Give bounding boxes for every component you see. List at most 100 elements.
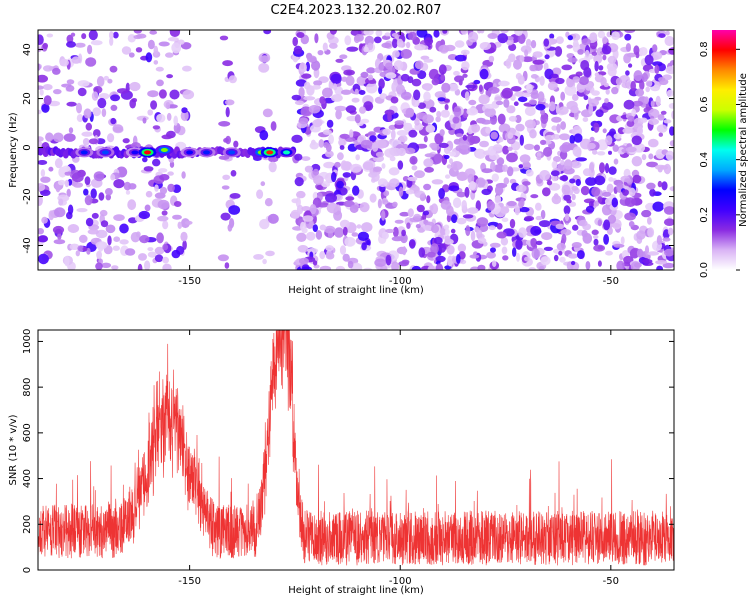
heatmap-cell: [144, 260, 151, 270]
heatmap-cell: [155, 66, 164, 72]
heatmap-cell: [184, 220, 193, 225]
heatmap-cell: [456, 191, 466, 198]
heatmap-cell: [454, 40, 465, 48]
heatmap-cell: [356, 224, 362, 229]
heatmap-cell: [415, 224, 421, 229]
heatmap-cell: [298, 257, 310, 265]
heatmap-cell: [84, 176, 91, 186]
heatmap-cell: [439, 129, 445, 137]
heatmap-cell: [182, 89, 195, 100]
heatmap-cell: [519, 134, 524, 146]
heatmap-cell: [591, 90, 600, 96]
heatmap-cell: [64, 255, 70, 267]
snr-y-tick-label: 0: [22, 567, 33, 573]
heatmap-cell: [611, 31, 620, 40]
heatmap-cell: [632, 100, 644, 107]
heatmap-cell: [593, 200, 600, 207]
heatmap-cell: [582, 168, 592, 177]
heatmap-cell: [636, 126, 644, 136]
heatmap-cell: [561, 64, 573, 71]
heatmap-cell: [524, 106, 536, 117]
heatmap-cell: [503, 98, 510, 108]
heatmap-y-ticks: -40 -20 0 20 40: [22, 43, 674, 254]
heatmap-cell: [363, 101, 374, 112]
heatmap-cell: [68, 127, 74, 134]
heatmap-cell: [397, 147, 406, 157]
heatmap-cell: [228, 75, 237, 84]
heatmap-cell: [581, 230, 588, 238]
heatmap-cell: [400, 91, 412, 100]
heatmap-cell: [330, 73, 342, 85]
heatmap-cell: [76, 208, 88, 213]
heatmap-cell: [648, 138, 659, 148]
heatmap-cell: [555, 36, 564, 44]
heatmap-cell: [663, 218, 674, 226]
heatmap-cell: [66, 79, 75, 85]
heatmap-cell: [598, 65, 604, 71]
heatmap-cell: [360, 139, 373, 149]
heatmap-cell: [640, 117, 648, 123]
heatmap-cell: [561, 142, 572, 152]
heatmap-cell: [40, 169, 46, 178]
heatmap-cell: [38, 253, 49, 265]
heatmap-cell: [615, 77, 623, 86]
heatmap-cell: [625, 70, 630, 76]
heatmap-cell: [339, 133, 350, 139]
heatmap-cell: [656, 124, 668, 133]
heatmap-cell: [311, 60, 321, 71]
heatmap-cell: [105, 194, 112, 201]
heatmap-cell: [594, 60, 599, 72]
heatmap-cell: [453, 70, 460, 76]
heatmap-cell: [342, 172, 351, 178]
heatmap-cell: [339, 145, 345, 150]
heatmap-cell: [165, 52, 174, 58]
heatmap-cell: [345, 75, 355, 86]
heatmap-cell: [352, 185, 360, 196]
heatmap-cell: [383, 190, 390, 197]
heatmap-cell: [501, 87, 513, 99]
heatmap-cell: [52, 67, 61, 75]
heatmap-cell: [110, 94, 121, 102]
heatmap-cell: [162, 243, 169, 251]
heatmap-cell: [484, 107, 496, 118]
heatmap-cell: [438, 188, 445, 199]
heatmap-cell: [64, 171, 72, 176]
heatmap-cell: [38, 34, 44, 45]
heatmap-cell: [656, 235, 663, 245]
heatmap-cell: [296, 232, 307, 242]
heatmap-cell: [530, 237, 537, 248]
heatmap-cell: [177, 39, 185, 45]
heatmap-cell: [607, 214, 617, 224]
heatmap-cell: [469, 181, 476, 190]
heatmap-cell: [349, 129, 354, 139]
heatmap-cell: [385, 228, 395, 234]
heatmap-cell: [657, 114, 665, 121]
heatmap-cell: [439, 227, 447, 236]
heatmap-cell: [390, 96, 399, 104]
heatmap-cell: [470, 230, 476, 242]
heatmap-cell: [424, 153, 435, 158]
heatmap-cell: [540, 139, 547, 145]
heatmap-cell: [528, 99, 538, 105]
heatmap-cell: [130, 232, 141, 243]
heatmap-cell: [228, 205, 241, 215]
heatmap-cell: [525, 38, 532, 48]
heatmap-cell: [625, 146, 637, 153]
heatmap-y-tick-label: -20: [22, 188, 33, 204]
heatmap-cell: [318, 139, 325, 148]
heatmap-cell: [100, 220, 109, 228]
heatmap-cell: [443, 154, 450, 160]
heatmap-cell: [577, 49, 584, 55]
heatmap-cell: [440, 109, 450, 118]
heatmap-cell: [560, 159, 565, 166]
heatmap-cell: [631, 109, 637, 117]
heatmap-cell: [342, 253, 350, 262]
heatmap-cell: [181, 171, 186, 179]
heatmap-cell: [580, 59, 590, 71]
heatmap-cell: [502, 255, 509, 261]
heatmap-y-axis-label: Frequency (Hz): [8, 112, 19, 188]
heatmap-cell: [392, 50, 400, 58]
heatmap-cell: [400, 73, 410, 82]
heatmap-cell: [222, 174, 231, 180]
heatmap-cell: [461, 60, 470, 71]
